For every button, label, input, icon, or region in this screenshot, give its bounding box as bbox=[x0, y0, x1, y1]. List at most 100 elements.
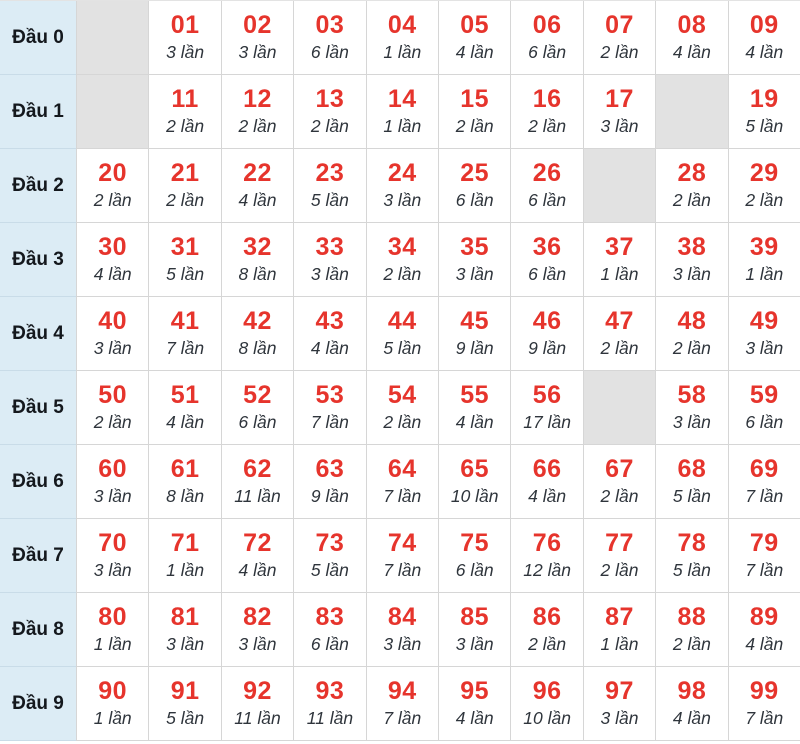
lottery-number: 12 bbox=[243, 85, 272, 114]
number-cell: 62 11 lần bbox=[220, 445, 294, 519]
lottery-number: 14 bbox=[387, 85, 417, 114]
lottery-number: 05 bbox=[460, 11, 490, 40]
number-cell: 83 6 lần bbox=[293, 593, 366, 667]
frequency-label: 2 lần bbox=[600, 559, 639, 580]
number-cell: 89 4 lần bbox=[727, 593, 800, 667]
lottery-number: 47 bbox=[605, 307, 634, 336]
lottery-number: 35 bbox=[460, 233, 490, 262]
frequency-label: 9 lần bbox=[528, 337, 567, 358]
frequency-label: 7 lần bbox=[383, 707, 422, 728]
frequency-label: 7 lần bbox=[310, 411, 349, 432]
lottery-number: 49 bbox=[749, 307, 779, 336]
frequency-label: 2 lần bbox=[672, 337, 711, 358]
frequency-label: 6 lần bbox=[528, 189, 567, 210]
lottery-number: 89 bbox=[749, 603, 779, 632]
lottery-number: 64 bbox=[387, 455, 417, 484]
frequency-label: 7 lần bbox=[745, 707, 784, 728]
empty-cell bbox=[655, 75, 728, 149]
row-head-label: Đầu 5 bbox=[0, 371, 76, 445]
number-cell: 35 3 lần bbox=[438, 223, 511, 297]
number-cell: 55 4 lần bbox=[438, 371, 511, 445]
lottery-number: 38 bbox=[677, 233, 707, 262]
lottery-number: 62 bbox=[243, 455, 272, 484]
number-cell: 22 4 lần bbox=[220, 149, 294, 223]
number-cell: 76 12 lần bbox=[510, 519, 583, 593]
number-cell: 68 5 lần bbox=[655, 445, 728, 519]
frequency-label: 7 lần bbox=[383, 559, 422, 580]
number-cell: 74 7 lần bbox=[365, 519, 438, 593]
number-cell: 78 5 lần bbox=[655, 519, 728, 593]
frequency-label: 2 lần bbox=[672, 633, 711, 654]
frequency-label: 3 lần bbox=[93, 559, 132, 580]
frequency-label: 1 lần bbox=[745, 263, 784, 284]
frequency-label: 8 lần bbox=[238, 337, 277, 358]
frequency-label: 4 lần bbox=[238, 559, 277, 580]
frequency-label: 4 lần bbox=[93, 263, 132, 284]
number-cell: 06 6 lần bbox=[510, 1, 583, 75]
frequency-label: 3 lần bbox=[383, 189, 422, 210]
frequency-label: 6 lần bbox=[528, 41, 567, 62]
empty-cell bbox=[582, 371, 656, 445]
lottery-number: 55 bbox=[460, 381, 490, 410]
frequency-label: 2 lần bbox=[528, 633, 567, 654]
lottery-number: 34 bbox=[387, 233, 417, 262]
number-cell: 97 3 lần bbox=[582, 667, 656, 741]
number-cell: 92 11 lần bbox=[220, 667, 294, 741]
lottery-number: 51 bbox=[170, 381, 200, 410]
lottery-number: 46 bbox=[532, 307, 562, 336]
frequency-label: 11 lần bbox=[234, 485, 281, 506]
frequency-label: 6 lần bbox=[238, 411, 277, 432]
lottery-number: 50 bbox=[98, 381, 128, 410]
number-cell: 05 4 lần bbox=[438, 1, 511, 75]
frequency-label: 1 lần bbox=[600, 633, 639, 654]
lottery-number: 59 bbox=[749, 381, 779, 410]
lottery-number: 84 bbox=[387, 603, 417, 632]
frequency-label: 9 lần bbox=[310, 485, 349, 506]
empty-cell bbox=[76, 75, 149, 149]
frequency-label: 4 lần bbox=[310, 337, 349, 358]
frequency-label: 5 lần bbox=[383, 337, 422, 358]
number-cell: 23 5 lần bbox=[293, 149, 366, 223]
number-cell: 32 8 lần bbox=[220, 223, 294, 297]
frequency-label: 4 lần bbox=[745, 41, 784, 62]
number-cell: 84 3 lần bbox=[365, 593, 438, 667]
number-cell: 91 5 lần bbox=[148, 667, 221, 741]
lottery-number: 17 bbox=[605, 85, 634, 114]
number-cell: 47 2 lần bbox=[582, 297, 656, 371]
lottery-number: 61 bbox=[170, 455, 200, 484]
number-cell: 60 3 lần bbox=[76, 445, 149, 519]
number-cell: 25 6 lần bbox=[438, 149, 511, 223]
lottery-number: 52 bbox=[243, 381, 272, 410]
row-head-label: Đầu 1 bbox=[0, 75, 76, 149]
frequency-label: 8 lần bbox=[166, 485, 205, 506]
lottery-number: 99 bbox=[749, 677, 779, 706]
frequency-label: 3 lần bbox=[238, 633, 277, 654]
number-cell: 09 4 lần bbox=[727, 1, 800, 75]
lottery-number: 16 bbox=[532, 85, 562, 114]
number-cell: 88 2 lần bbox=[655, 593, 728, 667]
number-cell: 04 1 lần bbox=[365, 1, 438, 75]
frequency-label: 4 lần bbox=[672, 41, 711, 62]
lottery-number: 20 bbox=[98, 159, 128, 188]
frequency-label: 7 lần bbox=[745, 559, 784, 580]
lottery-number: 29 bbox=[749, 159, 779, 188]
lottery-number: 44 bbox=[387, 307, 417, 336]
frequency-label: 5 lần bbox=[745, 115, 784, 136]
lottery-number: 90 bbox=[98, 677, 128, 706]
frequency-label: 1 lần bbox=[93, 707, 132, 728]
frequency-label: 2 lần bbox=[93, 189, 132, 210]
frequency-label: 2 lần bbox=[310, 115, 349, 136]
number-cell: 14 1 lần bbox=[365, 75, 438, 149]
frequency-label: 4 lần bbox=[166, 411, 205, 432]
lottery-number: 24 bbox=[387, 159, 417, 188]
empty-cell bbox=[76, 1, 149, 75]
number-cell: 64 7 lần bbox=[365, 445, 438, 519]
lottery-number: 72 bbox=[243, 529, 272, 558]
number-cell: 43 4 lần bbox=[293, 297, 366, 371]
lottery-number: 78 bbox=[677, 529, 707, 558]
table-row: Đầu 8 80 1 lần 81 3 lần 82 3 lần 83 6 lần 84 3 lần… bbox=[0, 593, 800, 667]
lottery-number: 76 bbox=[532, 529, 562, 558]
number-cell: 53 7 lần bbox=[293, 371, 366, 445]
lottery-number: 32 bbox=[243, 233, 272, 262]
number-cell: 66 4 lần bbox=[510, 445, 583, 519]
